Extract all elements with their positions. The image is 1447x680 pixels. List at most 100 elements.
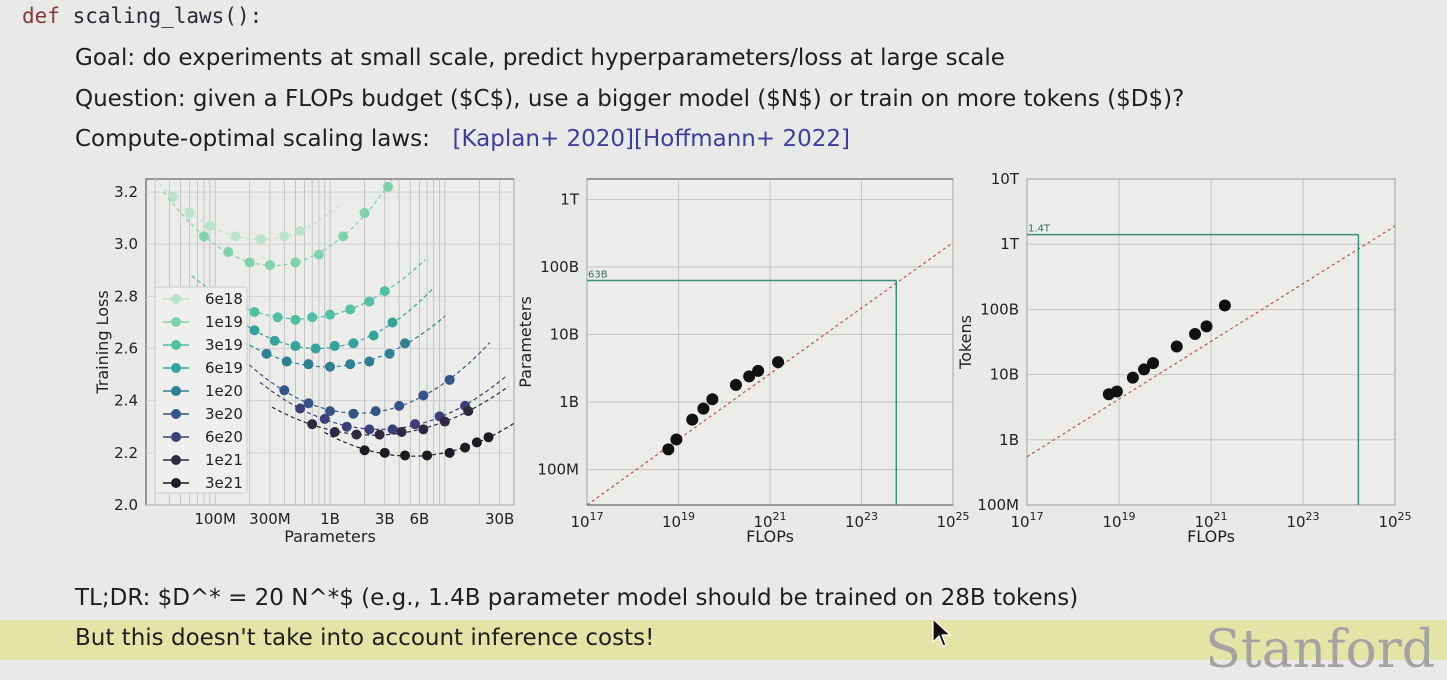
question-text: Question: given a FLOPs budget ($C$), us… [75,86,1185,112]
chart-0-legend-marker [171,409,181,419]
chart-0-series-3-point [368,330,379,341]
chart-2-x-tick-label: 1019 [1102,510,1135,531]
chart-0-series-2-point [249,307,260,318]
chart-0-series-6-point [387,424,398,435]
chart-0-series-6-point [341,421,352,432]
chart-1-point [772,356,785,369]
chart-0-series-0-point [279,231,290,242]
chart-0-series-5-point [348,408,359,419]
chart-1-point [670,433,683,446]
chart-0-series-4-point [303,359,314,370]
chart-2-y-tick-label: 1T [1000,235,1020,253]
chart-0-series-0-point [168,192,179,203]
chart-2-fit-line [1026,225,1396,458]
chart-1-y-tick-label: 10B [550,326,579,344]
chart-2-x-axis-label: FLOPs [1187,527,1235,546]
chart-2-y-axis-label: Tokens [956,315,975,370]
chart-0-series-8-point [422,450,433,461]
chart-0-series-4-point [400,338,411,349]
tldr-text: TL;DR: $D^* = 20 N^*$ (e.g., 1.4B parame… [75,585,1079,611]
chart-2-point [1110,385,1123,398]
chart-0-legend-label: 3e21 [205,474,243,492]
chart-1-x-tick-label: 1023 [845,510,878,531]
chart-2-point [1126,371,1139,384]
chart-0-series-7-point [329,426,340,437]
chart-2-x-tick-label: 1017 [1010,510,1043,531]
chart-0-series-2-point [379,286,390,297]
chart-0-series-2-point [364,296,375,307]
chart-0-series-3-point [387,317,398,328]
chart-0-x-tick-label: 30B [485,510,514,528]
chart-0-series-1-point [264,260,275,271]
chart-0-legend-label: 1e20 [205,382,243,400]
chart-0-x-tick-label: 1B [320,510,340,528]
chart-0-legend-marker [171,478,181,488]
chart-0-series-7-point [396,426,407,437]
chart-0-series-8-point [400,450,411,461]
inference-text: But this doesn't take into account infer… [75,625,655,651]
chart-0-y-tick-label: 2.2 [114,444,138,462]
chart-0-x-axis-label: Parameters [284,527,376,546]
chart-2-x-tick-label: 1025 [1378,510,1411,531]
chart-2-y-tick-label: 10T [991,170,1020,188]
chart-1-x-tick-label: 1025 [936,510,969,531]
chart-1-point [743,370,756,383]
chart-0-series-8-point [483,432,494,443]
chart-2-point [1170,340,1183,353]
code-signature: scaling_laws(): [72,4,263,28]
chart-2-y-tick-label: 100B [980,300,1019,318]
chart-1-x-tick-label: 1019 [662,510,695,531]
chart-0-series-1-point [199,231,210,242]
chart-0-series-8-point [460,442,471,453]
chart-0-series-7-point [439,416,450,427]
chart-0-legend-marker [171,432,181,442]
chart-0-series-0-point [184,207,195,218]
chart-0-series-2-point [307,312,318,323]
chart-0-series-5-point [325,406,335,417]
chart-0-series-7-point [418,424,429,435]
chart-0-series-7-point [351,429,362,440]
code-function-definition: def scaling_laws(): [22,4,262,28]
chart-0-series-5-point [279,385,290,396]
chart-0-legend-label: 3e20 [205,405,243,423]
chart-0-legend-label: 6e18 [205,290,243,308]
chart-0-legend-label: 6e19 [205,359,243,377]
chart-0-legend-marker [171,317,181,327]
chart-0-y-tick-label: 2.4 [114,392,138,410]
chart-0-y-axis-label: Training Loss [93,290,112,394]
chart-1-point [729,378,742,391]
chart-0-series-2-point [272,312,283,323]
chart-0-series-4-point [345,359,356,370]
chart-2-y-tick-label: 1B [999,431,1019,449]
chart-0-y-tick-label: 2.6 [114,340,138,358]
chart-1-x-tick-label: 1017 [570,510,603,531]
chart-0-series-3-point [310,343,321,354]
chart-0-legend-label: 6e20 [205,428,243,446]
chart-0-series-4-point [281,356,292,367]
chart-1-x-tick-label: 1021 [753,510,786,531]
chart-0-legend-marker [171,455,181,465]
chart-1-point [706,393,719,406]
chart-0-series-3-point [348,338,359,349]
chart-0-series-3-fit-line [213,288,434,349]
chart-2-y-tick-label: 10B [990,366,1019,384]
chart-0-legend-label: 1e19 [205,313,243,331]
chart-0-series-1-point [383,181,394,192]
kaplan-link[interactable]: [Kaplan+ 2020] [452,126,635,152]
hoffmann-link[interactable]: [Hoffmann+ 2022] [634,126,850,152]
chart-0-series-6-point [364,424,375,435]
chart-1-y-tick-label: 1T [560,190,580,208]
chart-0-series-2-point [345,304,356,315]
chart-0-series-2-point [325,309,335,320]
chart-1-point [662,443,675,456]
highlight-bar [0,620,1447,660]
chart-0-legend-label: 1e21 [205,451,243,469]
chart-0-series-4-point [364,356,375,367]
chart-0-series-5-point [418,390,429,401]
chart-1-point [697,402,710,415]
chart-0-legend-marker [171,340,181,350]
chart-0-series-1-point [223,247,234,258]
scaling-charts: 2.0 2.2 2.4 2.6 2.8 3.0 3.2 100M 300M 1B 3B 6B 30B Pa… [93,170,1412,546]
chart-0-series-4-point [325,361,335,372]
chart-0-series-6-point [319,413,330,424]
